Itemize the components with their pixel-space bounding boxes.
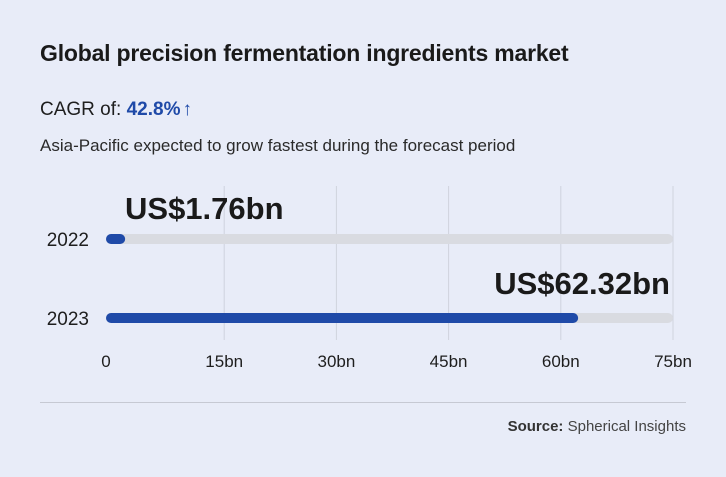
- bar-chart: US$1.76bn US$62.32bn 2022 2023 0 15bn 30bn 45…: [47, 186, 692, 371]
- x-tick-label: 75bn: [654, 352, 692, 371]
- bar-track: [106, 234, 673, 244]
- x-tick-labels: 0 15bn 30bn 45bn 60bn 75bn: [101, 352, 692, 371]
- divider: [40, 402, 686, 403]
- up-arrow-icon: ↑: [182, 99, 192, 120]
- source-value: Spherical Insights: [567, 418, 686, 435]
- cagr-value: 42.8%: [126, 99, 181, 120]
- cagr-line: CAGR of: 42.8% ↑: [40, 99, 192, 121]
- value-labels: US$1.76bn US$62.32bn: [125, 191, 670, 301]
- value-label: US$1.76bn: [125, 191, 284, 226]
- value-label: US$62.32bn: [494, 266, 670, 301]
- x-tick-label: 60bn: [542, 352, 580, 371]
- bars: [106, 234, 579, 323]
- source-label: Source:: [507, 418, 564, 435]
- chart-title: Global precision fermentation ingredient…: [40, 40, 569, 66]
- category-labels: 2022 2023: [47, 230, 89, 330]
- bar: [106, 313, 579, 323]
- category-label: 2022: [47, 230, 89, 251]
- x-tick-label: 30bn: [317, 352, 355, 371]
- x-tick-label: 0: [101, 352, 110, 371]
- x-tick-label: 15bn: [205, 352, 243, 371]
- x-tick-label: 45bn: [430, 352, 468, 371]
- cagr-label: CAGR of:: [40, 99, 122, 120]
- source-line: Source: Spherical Insights: [508, 418, 686, 435]
- chart-subtitle: Asia-Pacific expected to grow fastest du…: [40, 136, 516, 155]
- bar: [106, 234, 126, 244]
- category-label: 2023: [47, 309, 89, 330]
